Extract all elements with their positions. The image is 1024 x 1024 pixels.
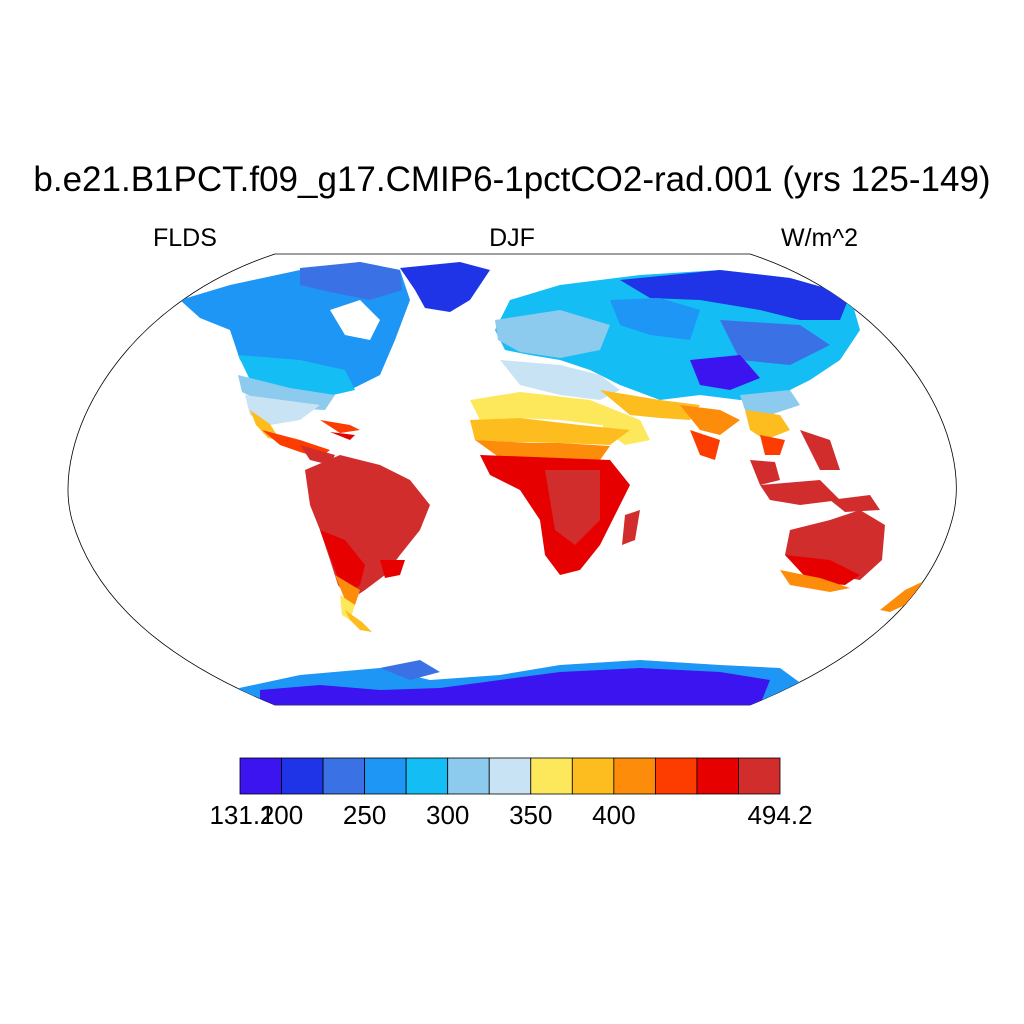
colorbar-swatch bbox=[530, 757, 573, 795]
colorbar-swatch bbox=[322, 757, 366, 795]
colorbar-tick-label: 400 bbox=[592, 800, 636, 830]
maritime-asia bbox=[750, 430, 880, 512]
colorbar-tick-label: 200 bbox=[259, 800, 304, 830]
north-america bbox=[180, 262, 410, 465]
australia bbox=[780, 510, 885, 592]
colorbar-swatch bbox=[696, 757, 739, 795]
africa bbox=[470, 392, 640, 575]
colorbar-swatch bbox=[738, 757, 781, 795]
plot-title: b.e21.B1PCT.f09_g17.CMIP6-1pctCO2-rad.00… bbox=[33, 160, 991, 199]
eurasia bbox=[495, 270, 860, 460]
colorbar-swatch bbox=[405, 757, 449, 795]
colorbar-swatch bbox=[364, 757, 407, 795]
colorbar bbox=[239, 757, 781, 795]
greenland bbox=[400, 262, 490, 312]
variable-label: FLDS bbox=[153, 224, 217, 252]
colorbar-tick-label: 350 bbox=[509, 800, 553, 830]
colorbar-swatch bbox=[654, 757, 698, 795]
colorbar-swatch bbox=[488, 757, 532, 795]
antarctica bbox=[230, 660, 810, 705]
season-label: DJF bbox=[489, 224, 535, 252]
colorbar-tick-label: 250 bbox=[342, 800, 387, 830]
colorbar-swatch bbox=[571, 757, 615, 795]
colorbar-swatch bbox=[281, 757, 324, 795]
colorbar-swatch bbox=[239, 757, 282, 795]
colorbar-tick-label: 131.1 bbox=[209, 800, 275, 830]
new-zealand bbox=[880, 582, 922, 612]
colorbar-tick-label: 300 bbox=[425, 800, 470, 830]
colorbar-swatch bbox=[447, 757, 490, 795]
colorbar-swatch bbox=[613, 757, 656, 795]
south-america bbox=[305, 455, 430, 632]
colorbar-tick-label: 494.2 bbox=[747, 800, 813, 830]
units-label: W/m^2 bbox=[781, 224, 859, 252]
